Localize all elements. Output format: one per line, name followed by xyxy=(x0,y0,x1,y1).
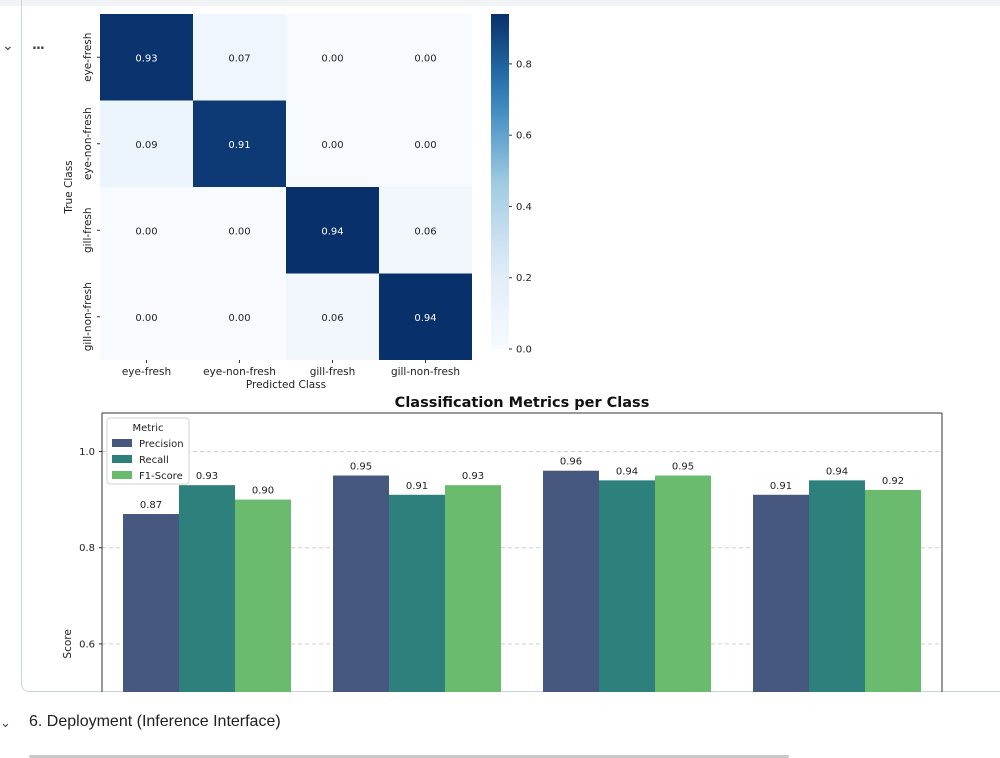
bar xyxy=(235,499,291,692)
x-tick-label: gill-fresh xyxy=(310,366,356,378)
heatmap-cell xyxy=(379,14,472,101)
heatmap-cell-value: 0.00 xyxy=(135,226,157,237)
colorbar-tick-label: 0.2 xyxy=(516,273,532,284)
bar-value-label: 0.96 xyxy=(560,457,582,468)
y-tick-label: gill-fresh xyxy=(82,207,94,253)
heatmap-cell-value: 0.09 xyxy=(135,140,157,151)
heatmap-cell-value: 0.94 xyxy=(414,313,436,324)
heatmap-cell xyxy=(193,187,286,274)
legend-label: F1-Score xyxy=(139,471,183,482)
legend-swatch xyxy=(112,471,132,479)
bar xyxy=(865,489,921,692)
colorbar xyxy=(491,14,509,349)
y-tick-label: eye-fresh xyxy=(82,33,94,82)
legend-swatch xyxy=(112,455,132,463)
heatmap-cell-value: 0.91 xyxy=(228,140,250,151)
legend-label: Precision xyxy=(139,439,184,450)
heatmap-cell xyxy=(193,14,286,101)
chevron-down-icon[interactable]: ⌄ xyxy=(2,38,14,54)
bar xyxy=(389,494,445,692)
top-divider xyxy=(0,0,1000,6)
heatmap-cell-value: 0.00 xyxy=(321,140,343,151)
heatmap-cell xyxy=(100,100,193,187)
heatmap-cell xyxy=(100,187,193,274)
y-axis-label: True Class xyxy=(63,160,75,214)
output-cell-frame xyxy=(21,0,1000,692)
colorbar-tick-label: 0.4 xyxy=(516,202,532,213)
legend xyxy=(106,417,190,485)
bar xyxy=(655,475,711,692)
bar xyxy=(179,485,235,692)
y-axis-label: Score xyxy=(62,629,74,658)
bar-value-label: 0.95 xyxy=(672,462,694,473)
heatmap-cell xyxy=(286,14,379,101)
chevron-down-icon[interactable]: ⌄ xyxy=(0,716,11,731)
bar-value-label: 0.94 xyxy=(616,466,638,477)
heatmap-cell xyxy=(286,187,379,274)
colorbar-tick-label: 0.6 xyxy=(516,131,532,142)
heatmap-cell-value: 0.00 xyxy=(228,313,250,324)
truncated-paragraph xyxy=(29,752,789,758)
x-tick-label: gill-non-fresh xyxy=(391,366,460,378)
chart-title: Classification Metrics per Class xyxy=(395,395,650,411)
heatmap-cell-value: 0.06 xyxy=(321,313,343,324)
heatmap-cell xyxy=(379,187,472,274)
heatmap-cell xyxy=(379,273,472,360)
legend-swatch xyxy=(112,439,132,447)
more-horizontal-icon[interactable]: ... xyxy=(32,38,45,53)
bar xyxy=(123,514,179,692)
x-tick-label: eye-non-fresh xyxy=(203,366,276,378)
output-figure: 0.93 0.07 0.00 0.000.09 0.91 0.00 0.000.00 0.00… xyxy=(62,14,943,692)
x-tick-label: eye-fresh xyxy=(122,366,171,378)
y-tick-label: 1.0 xyxy=(79,447,95,458)
cell-output: 0.93 0.07 0.00 0.00 0.09 0.91 0.00 0.00 0.00 0.00… xyxy=(50,0,1000,692)
bar-value-label: 0.91 xyxy=(770,481,792,492)
y-tick-label: eye-non-fresh xyxy=(82,107,94,180)
bar xyxy=(599,480,655,692)
legend-title: Metric xyxy=(132,423,163,434)
y-tick-label: 0.6 xyxy=(79,639,95,650)
heatmap-cell xyxy=(100,273,193,360)
bar xyxy=(809,480,865,692)
heatmap-cell-value: 0.00 xyxy=(414,140,436,151)
heatmap-cell-value: 0.00 xyxy=(321,53,343,64)
heatmap-cell xyxy=(286,273,379,360)
bar xyxy=(543,470,599,692)
heatmap-cell-value: 0.94 xyxy=(321,226,343,237)
heatmap-cell xyxy=(193,100,286,187)
bar-value-label: 0.87 xyxy=(140,500,162,511)
bar-value-label: 0.93 xyxy=(462,471,484,482)
bar-value-label: 0.93 xyxy=(196,471,218,482)
heatmap-cell-value: 0.00 xyxy=(228,226,250,237)
bar-value-label: 0.95 xyxy=(350,462,372,473)
heatmap-cell xyxy=(193,273,286,360)
heatmap-cell-value: 0.00 xyxy=(135,313,157,324)
heatmap-cell xyxy=(100,14,193,101)
bar-value-label: 0.91 xyxy=(406,481,428,492)
bar xyxy=(333,475,389,692)
heatmap-cell-value: 0.06 xyxy=(414,226,436,237)
bar-value-label: 0.90 xyxy=(252,486,274,497)
heatmap-cell-value: 0.00 xyxy=(414,53,436,64)
bar-value-label: 0.92 xyxy=(882,476,904,487)
heatmap-cell xyxy=(379,100,472,187)
y-tick-label: gill-non-fresh xyxy=(82,282,94,351)
legend-label: Recall xyxy=(139,455,169,466)
bar xyxy=(445,485,501,692)
heatmap-cell-value: 0.93 xyxy=(135,53,157,64)
colorbar-tick-label: 0.8 xyxy=(516,59,532,70)
colorbar-tick-label: 0.0 xyxy=(516,345,532,356)
heatmap-cell-value: 0.07 xyxy=(228,53,250,64)
x-axis-label: Predicted Class xyxy=(246,379,326,391)
bar xyxy=(753,494,809,692)
section-heading[interactable]: 6. Deployment (Inference Interface) xyxy=(29,713,281,730)
heatmap-cell xyxy=(286,100,379,187)
y-tick-label: 0.8 xyxy=(79,543,95,554)
bar-value-label: 0.94 xyxy=(826,466,848,477)
